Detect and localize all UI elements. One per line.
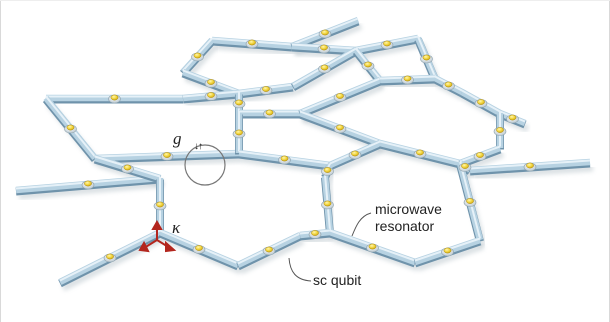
resonator-label-line1: microwave	[375, 201, 442, 217]
qubit-dot	[444, 81, 453, 88]
qubit-leader-line	[288, 257, 312, 282]
qubit-dot	[110, 94, 119, 101]
qubit-dot	[443, 247, 452, 254]
resonator-shadow	[294, 52, 361, 96]
resonator-shadow	[239, 237, 305, 275]
qubit-dot	[422, 54, 431, 61]
qubit-dot	[461, 163, 469, 169]
qubit-dot	[320, 44, 328, 51]
resonator-shadow	[241, 155, 334, 175]
frame-left-border	[0, 0, 1, 322]
qubit-dot	[262, 86, 270, 92]
qubit-dot	[323, 200, 332, 207]
loss-arrows-icon	[138, 219, 177, 253]
qubit-dot	[84, 180, 92, 187]
qubit-dot	[235, 129, 243, 136]
resonator-label-line2: resonator	[375, 218, 435, 234]
qubit-dot	[403, 75, 412, 82]
qubit-dot	[476, 152, 484, 158]
resonator-shadow	[472, 164, 594, 180]
qubit-dot	[156, 201, 164, 208]
qubit-dot	[320, 64, 329, 71]
qubit-dot	[265, 246, 273, 253]
qubit-label: sc qubit	[313, 272, 362, 288]
resonator-shadow	[301, 82, 385, 123]
qubit-dot	[123, 164, 132, 171]
qubit-dot	[280, 155, 289, 162]
resonator-shadow	[331, 145, 385, 175]
qubit-dot	[351, 150, 359, 157]
qubit-dot	[265, 109, 274, 116]
resonator-label: microwave resonator	[375, 201, 442, 235]
qubit-dot	[383, 40, 391, 47]
qubit-dot	[163, 152, 171, 158]
qubit-dot	[66, 124, 75, 131]
qubit-dot	[311, 230, 319, 236]
qubit-dot	[106, 253, 114, 260]
qubit-dot	[466, 198, 474, 204]
resonator-shadow	[416, 242, 485, 272]
coupling-callout-circle	[184, 144, 226, 186]
spin-label: ↓↑	[194, 141, 203, 152]
qubit-dot	[496, 127, 504, 133]
resonator-shadow	[185, 95, 243, 108]
qubit-dot	[336, 93, 344, 99]
qubit-dot	[508, 114, 517, 121]
resonator-shadow	[358, 40, 422, 60]
qubit-dot	[248, 39, 256, 46]
resonator-shadow	[302, 234, 334, 245]
qubit-dot	[368, 243, 377, 250]
qubit-dot	[323, 167, 332, 173]
frame-top-border	[0, 0, 610, 1]
resonator-shadow	[18, 180, 164, 200]
qubit-dot	[207, 79, 215, 85]
qubit-dot	[336, 124, 344, 131]
qubit-sites	[64, 29, 537, 263]
qubit-dot	[235, 99, 243, 106]
qubit-dot	[193, 52, 202, 59]
qubit-dot	[364, 61, 372, 68]
resonator-shadow	[382, 80, 439, 90]
qubit-dot	[416, 149, 424, 156]
resonator-shadow	[214, 42, 296, 56]
coupling-label: g	[173, 129, 182, 148]
resonator-leader-line	[351, 212, 372, 237]
qubit-dot	[207, 92, 215, 98]
qubit-dot	[477, 99, 485, 105]
loss-rate-label: κ	[172, 218, 181, 237]
qubit-dot	[195, 245, 203, 251]
resonator-shadow	[241, 88, 297, 103]
qubit-dot	[526, 162, 534, 169]
qubit-dot	[321, 29, 329, 36]
